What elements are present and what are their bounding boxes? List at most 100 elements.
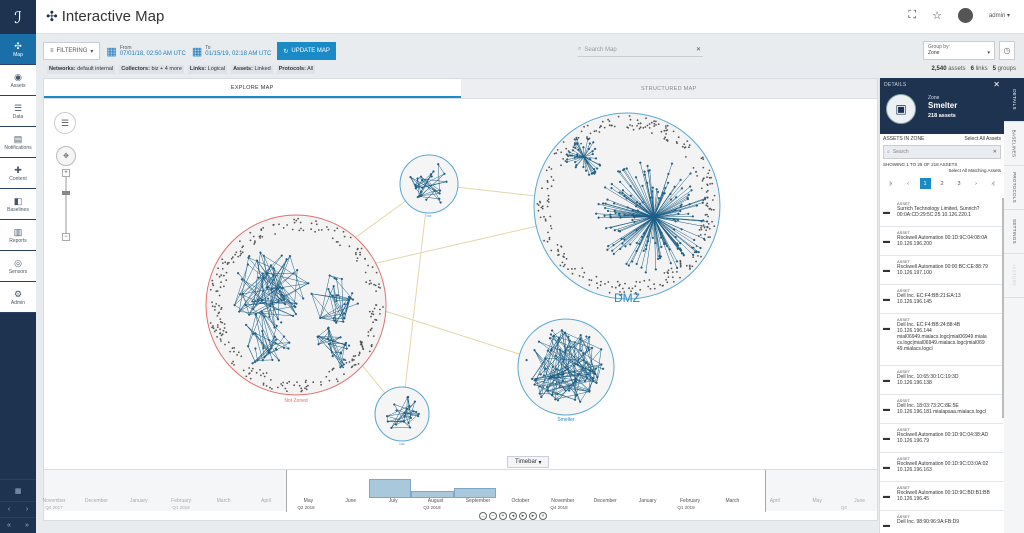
list-item[interactable]: ▬ ASSET Rockwell Automation 00:1D:9C:04:…	[880, 424, 1003, 453]
timeline-window[interactable]	[286, 470, 766, 512]
asset-search-input[interactable]: ⌕ Search ✕	[883, 145, 1001, 159]
zone-label-not-zoned: Not Zoned	[284, 398, 308, 404]
list-item[interactable]: ▬ ASSET Dell Inc. EC:F4:BB:21:EA:13 10.1…	[880, 285, 1003, 314]
next-page-icon[interactable]: ›	[975, 180, 977, 187]
first-page-icon[interactable]: |‹	[889, 180, 893, 187]
zoom-in-icon[interactable]: +	[499, 512, 507, 520]
end-icon[interactable]: »	[539, 512, 547, 520]
list-item[interactable]: ▬ ASSET Surrich Technology Limited, Sunr…	[880, 198, 1003, 227]
list-item[interactable]: ▬ ASSET Dell Inc. 18:03:73:2C:8E:5E 10.1…	[880, 395, 1003, 424]
play-icon[interactable]: ▸	[519, 512, 527, 520]
zoom-slider[interactable]: + −	[62, 169, 70, 241]
last-page-icon[interactable]: ›|	[991, 180, 995, 187]
zone-smelter[interactable]: Smelter	[517, 318, 615, 423]
help-button[interactable]: ◷	[999, 41, 1015, 60]
zone-not-zoned[interactable]: Not Zoned	[205, 214, 387, 404]
user-menu[interactable]: admin ▾	[988, 13, 1010, 19]
page-2[interactable]: 2	[940, 180, 944, 187]
list-item[interactable]: ▬ ASSET Rockwell Automation 00:1D:9C:D3:…	[880, 453, 1003, 482]
zone-dmz[interactable]: DMZ	[533, 112, 721, 305]
filter-tag[interactable]: Links: Logical	[187, 65, 228, 74]
rewind-icon[interactable]: «	[0, 517, 18, 533]
prev-page-icon[interactable]: ‹	[907, 180, 909, 187]
timeline[interactable]: November December January February March Apri…	[42, 469, 877, 512]
fullscreen-icon[interactable]: ⛶	[908, 9, 917, 21]
sidebar-item-baselines[interactable]: ◧ Baselines	[0, 189, 36, 220]
avatar[interactable]	[957, 8, 973, 23]
network-node	[246, 263, 250, 266]
vtab-baselines[interactable]: BASELINES	[1004, 122, 1024, 166]
list-item[interactable]: ▬ ASSET Dell Inc. 98:90:96:9A:FB:D9	[880, 511, 1003, 533]
network-node	[629, 243, 632, 246]
app-logo[interactable]: ℐ	[14, 7, 22, 27]
fit-icon[interactable]: ↔	[479, 512, 487, 520]
scrollbar[interactable]	[1002, 198, 1005, 418]
step-forward-icon[interactable]: ▸	[529, 512, 537, 520]
clear-icon[interactable]: ✕	[695, 47, 701, 53]
list-item[interactable]: ▬ ASSET Dell Inc. EC:F4:BB:24:88:4B 10.1…	[880, 314, 1003, 366]
vtab-protocols[interactable]: PROTOCOLS	[1004, 166, 1024, 210]
clear-icon[interactable]: ✕	[992, 149, 997, 155]
filter-tag[interactable]: Collectors: biz + 4 more	[119, 65, 184, 74]
zoom-out-icon[interactable]: −	[489, 512, 497, 520]
map-menu-button[interactable]: ☰	[54, 112, 76, 134]
network-node	[713, 225, 716, 228]
tab-structured-map[interactable]: STRUCTURED MAP	[460, 79, 877, 98]
filtering-button[interactable]: ≡ FILTERING ▾	[43, 42, 101, 60]
next-icon[interactable]: ›	[18, 501, 36, 517]
list-item[interactable]: ▬ ASSET Rockwell Automation 00:00:BC:CE:…	[880, 256, 1003, 285]
network-node	[628, 115, 631, 117]
from-date[interactable]: ▦ From 07/01/18, 02:50 AM UTC	[106, 45, 185, 58]
filter-tag[interactable]: Protocols: All	[276, 65, 316, 74]
prev-icon[interactable]: ‹	[0, 501, 18, 517]
select-all-assets-link[interactable]: Select All Assets	[964, 136, 1001, 142]
sidebar-item-admin[interactable]: ⚙ Admin	[0, 282, 36, 313]
network-edge	[271, 288, 275, 328]
network-node	[655, 188, 658, 191]
page-3[interactable]: 3	[957, 180, 961, 187]
sidebar-item-assets[interactable]: ◉ Assets	[0, 65, 36, 96]
network-map[interactable]: Not Zoned biz DMZ Smelter lab	[44, 99, 877, 469]
vtab-details[interactable]: DETAILS	[1004, 78, 1024, 122]
search-map-input[interactable]: ⌕ Search Map ✕	[578, 43, 703, 57]
list-item[interactable]: ▬ ASSET Rockwell Automation 00:1D:9C:BD:…	[880, 482, 1003, 511]
zone-small-top[interactable]: biz	[399, 154, 459, 218]
sidebar-item-notifications[interactable]: ▤ Notifications	[0, 127, 36, 158]
sidebar-item-content[interactable]: ✚ Content	[0, 158, 36, 189]
to-date[interactable]: ▦ To 01/15/19, 02:18 AM UTC	[192, 45, 271, 58]
tab-explore-map[interactable]: EXPLORE MAP	[44, 79, 461, 98]
pan-control[interactable]: ✥	[56, 146, 76, 166]
close-icon[interactable]: ✕	[993, 80, 1000, 89]
update-map-button[interactable]: ↻ UPDATE MAP	[277, 42, 336, 60]
zoom-out-button[interactable]: −	[62, 233, 70, 241]
grid-toggle-icon[interactable]: ▦	[0, 479, 36, 501]
zone-small-bottom[interactable]: lab	[374, 386, 430, 446]
sidebar-item-reports[interactable]: ▥ Reports	[0, 220, 36, 251]
vtab-history[interactable]: HISTORY	[1004, 254, 1024, 298]
list-item[interactable]: ▬ ASSET Rockwell Automation 00:1D:9C:04:…	[880, 227, 1003, 256]
vtab-settings[interactable]: SETTINGS	[1004, 210, 1024, 254]
step-back-icon[interactable]: ◂	[509, 512, 517, 520]
network-node	[628, 287, 630, 290]
filter-tag[interactable]: Assets: Linked	[231, 65, 273, 74]
zoom-handle[interactable]	[62, 191, 70, 195]
page-1[interactable]: 1	[919, 178, 931, 189]
list-item[interactable]: ▬ ASSET Dell Inc. 10:65:30:1C:19:3D 10.1…	[880, 366, 1003, 395]
select-matching-link[interactable]: Select All Matching Assets	[948, 168, 1001, 173]
to-value[interactable]: 01/15/19, 02:18 AM UTC	[205, 50, 272, 57]
filter-tag[interactable]: Networks: default internal	[47, 65, 116, 74]
sidebar-item-map[interactable]: ✣ Map	[0, 34, 36, 65]
network-node	[673, 280, 675, 283]
forward-icon[interactable]: »	[18, 517, 36, 533]
star-icon[interactable]: ☆	[932, 10, 942, 22]
group-by-select[interactable]: Group by: Zone ▾	[923, 41, 995, 60]
sidebar-item-sensors[interactable]: ◎ Sensors	[0, 251, 36, 282]
zoom-in-button[interactable]: +	[62, 169, 70, 177]
network-node	[212, 284, 215, 287]
from-value[interactable]: 07/01/18, 02:50 AM UTC	[119, 50, 186, 57]
timeline-bar	[411, 491, 454, 498]
timebar-toggle[interactable]: Timebar ▾	[507, 456, 550, 468]
network-node	[325, 375, 328, 378]
sidebar-item-data[interactable]: ☰ Data	[0, 96, 36, 127]
network-node	[545, 169, 548, 172]
